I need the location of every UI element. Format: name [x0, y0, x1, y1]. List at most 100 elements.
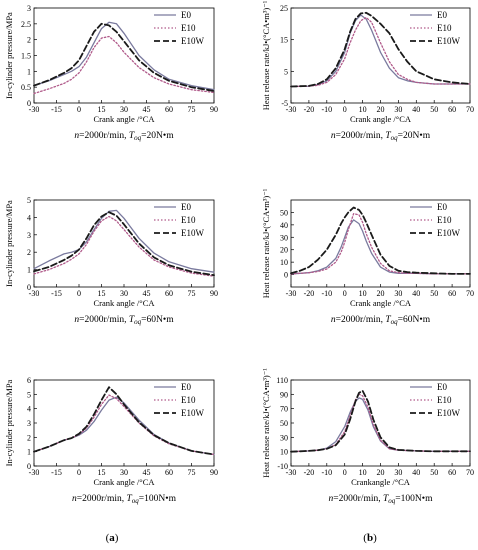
- series-line-e10w: [290, 11, 471, 88]
- y-axis-title: In-cylinder pressure/MPa: [4, 200, 14, 287]
- panel-label-a: (a): [106, 532, 119, 544]
- series-line-e0: [290, 397, 471, 453]
- series-line-e10w: [290, 206, 471, 275]
- x-tick-label: 90: [210, 289, 218, 298]
- legend-label-e10w: E10W: [181, 408, 204, 418]
- y-tick-label: 5: [27, 196, 31, 205]
- x-tick-label: 0: [77, 468, 81, 477]
- series-line-e10: [33, 35, 215, 95]
- x-tick-label: 50: [430, 105, 438, 114]
- x-tick-label: 45: [143, 468, 151, 477]
- x-tick-label: 20: [377, 289, 385, 298]
- y-tick-label: 90: [280, 390, 288, 399]
- legend-label-e10w: E10W: [181, 36, 204, 46]
- y-tick-label: 2: [27, 36, 31, 45]
- y-tick-label: 0: [27, 283, 31, 292]
- y-tick-label: 0.5: [21, 83, 31, 92]
- legend-label-e10: E10: [437, 215, 452, 225]
- x-tick-label: -30: [29, 468, 40, 477]
- y-tick-label: 10: [280, 258, 288, 267]
- y-axis-title: Heat release rate/kJ•(°CA•m³)⁻¹: [261, 368, 271, 478]
- x-tick-label: 15: [98, 289, 106, 298]
- x-tick-label: 60: [448, 289, 456, 298]
- y-tick-label: 5: [284, 67, 288, 76]
- series-line-e10: [290, 16, 471, 88]
- x-tick-label: 30: [394, 105, 402, 114]
- plot-frame: [33, 199, 215, 288]
- legend-label-e10: E10: [181, 23, 196, 33]
- series-line-e10: [290, 213, 471, 275]
- x-tick-label: -10: [321, 105, 332, 114]
- legend-label-e0: E0: [437, 202, 447, 212]
- x-tick-label: 10: [359, 468, 367, 477]
- x-tick-label: 45: [143, 289, 151, 298]
- x-axis-title: Crank angle /°CA: [350, 114, 412, 124]
- y-tick-label: 25: [280, 4, 288, 13]
- y-tick-label: 50: [280, 419, 288, 428]
- x-tick-label: -30: [29, 105, 40, 114]
- legend-label-e0: E0: [437, 382, 447, 392]
- chart-2: -30 -20 -10 0 10 20 30 40 50 60 70 -5 5 15 25 Crank ang…: [261, 0, 474, 142]
- legend-label-e10w: E10W: [437, 408, 460, 418]
- plot-frame: [33, 379, 215, 467]
- y-tick-label: -10: [277, 462, 288, 471]
- series-line-e10: [33, 215, 215, 277]
- x-axis-title: Crank angle /°CA: [350, 298, 412, 308]
- x-tick-label: 30: [394, 468, 402, 477]
- x-tick-label: 90: [210, 105, 218, 114]
- x-tick-label: 75: [188, 289, 196, 298]
- y-tick-label: 110: [276, 376, 288, 385]
- series-line-e10w: [290, 389, 471, 453]
- y-tick-label: 1.5: [21, 52, 31, 61]
- y-tick-label: 1: [27, 266, 31, 275]
- x-tick-label: 30: [120, 289, 128, 298]
- x-tick-label: 20: [377, 105, 385, 114]
- y-tick-label: 15: [280, 36, 288, 45]
- x-tick-label: 70: [466, 468, 474, 477]
- y-tick-label: 50: [280, 208, 288, 217]
- y-tick-label: 1: [27, 67, 31, 76]
- x-tick-label: -10: [321, 468, 332, 477]
- y-tick-label: 3: [27, 231, 31, 240]
- x-tick-label: 60: [448, 105, 456, 114]
- legend-label-e10w: E10W: [437, 228, 460, 238]
- x-tick-label: 70: [466, 289, 474, 298]
- x-tick-label: -30: [29, 289, 40, 298]
- series-line-e10w: [33, 211, 215, 277]
- x-tick-label: -30: [286, 289, 297, 298]
- x-tick-label: 75: [188, 468, 196, 477]
- x-tick-label: 70: [466, 105, 474, 114]
- chart-1: -30 -15 0 15 30 45 60 75 90 0 0.5 1 1.5 2 2.5 3 Crank an…: [4, 4, 218, 142]
- panel-label-b: (b): [363, 532, 377, 544]
- x-tick-label: 30: [120, 105, 128, 114]
- x-tick-label: -30: [286, 468, 297, 477]
- y-tick-label: 0: [27, 462, 31, 471]
- legend-label-e10: E10: [181, 215, 196, 225]
- operating-condition: n=2000r/min, Toq=20N•m: [74, 131, 174, 142]
- x-tick-label: 50: [430, 468, 438, 477]
- y-tick-label: 30: [280, 433, 288, 442]
- x-tick-label: -30: [286, 105, 297, 114]
- plot-frame: [290, 379, 471, 467]
- x-tick-label: 20: [377, 468, 385, 477]
- operating-condition: n=2000r/min, Toq=60N•m: [331, 315, 431, 326]
- x-tick-label: -15: [51, 105, 62, 114]
- chart-6: -30 -20 -10 0 10 20 30 40 50 60 70 -10 10 30 50 70 90 110…: [261, 368, 474, 505]
- y-tick-label: 40: [280, 221, 288, 230]
- x-tick-label: 10: [359, 289, 367, 298]
- y-axis-title: Heat release rate/kJ•(°CA•m³)⁻¹: [261, 0, 271, 110]
- legend-label-e0: E0: [437, 10, 447, 20]
- x-tick-label: -20: [304, 289, 315, 298]
- x-tick-label: 60: [165, 289, 173, 298]
- x-tick-label: -15: [51, 468, 62, 477]
- y-tick-label: 6: [27, 376, 31, 385]
- legend-label-e10: E10: [181, 395, 196, 405]
- y-tick-label: 2: [27, 248, 31, 257]
- y-tick-label: 2: [27, 433, 31, 442]
- x-tick-label: 30: [120, 468, 128, 477]
- y-tick-label: 4: [27, 213, 31, 222]
- x-tick-label: 15: [98, 105, 106, 114]
- y-tick-label: 2.5: [21, 20, 31, 29]
- y-axis-title: Heat release rate/kJ•(°CA•m³)⁻¹: [261, 188, 271, 298]
